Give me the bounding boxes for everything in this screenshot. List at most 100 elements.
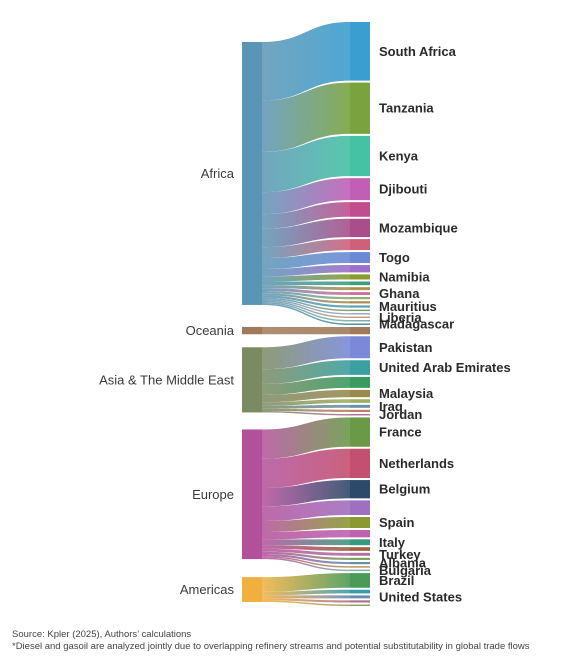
flow-africa-togo xyxy=(262,252,350,270)
target-node-netherlands xyxy=(350,448,370,479)
target-node-other-16 xyxy=(350,309,370,312)
target-node-other-35 xyxy=(350,529,370,538)
target-node-mozambique xyxy=(350,218,370,238)
flow-americas-other-44 xyxy=(262,589,350,596)
target-node-south-africa xyxy=(350,22,370,81)
target-node-united-arab-emirates xyxy=(350,360,370,375)
target-node-other-6 xyxy=(350,239,370,251)
target-label-jordan: Jordan xyxy=(379,407,422,422)
flow-africa-other-10 xyxy=(262,281,350,286)
target-label-south-africa: South Africa xyxy=(379,44,457,59)
target-node-djibouti xyxy=(350,178,370,201)
target-label-belgium: Belgium xyxy=(379,482,430,497)
target-label-netherlands: Netherlands xyxy=(379,456,454,471)
target-node-turkey xyxy=(350,552,370,556)
flow-africa-kenya xyxy=(262,135,350,193)
target-label-italy: Italy xyxy=(379,535,406,550)
flow-asia-and-the-middle-east-iraq xyxy=(262,404,350,409)
target-node-kenya xyxy=(350,135,370,177)
source-node-africa xyxy=(242,42,262,305)
target-node-albania xyxy=(350,561,370,565)
target-label-spain: Spain xyxy=(379,515,414,530)
target-label-liberia: Liberia xyxy=(379,310,422,325)
target-node-other-33 xyxy=(350,500,370,516)
nodes xyxy=(242,22,370,606)
target-node-malaysia xyxy=(350,389,370,398)
footnote: *Diesel and gasoil are analyzed jointly … xyxy=(12,641,530,652)
target-node-other-37 xyxy=(350,547,370,551)
target-node-tanzania xyxy=(350,82,370,134)
target-node-other-24 xyxy=(350,376,370,388)
target-label-malaysia: Malaysia xyxy=(379,386,434,401)
flow-asia-and-the-middle-east-jordan xyxy=(262,410,350,416)
target-node-france xyxy=(350,417,370,447)
target-node-mauritius xyxy=(350,305,370,308)
target-label-tanzania: Tanzania xyxy=(379,101,434,116)
target-node-other-28 xyxy=(350,409,370,412)
target-label-kenya: Kenya xyxy=(379,149,419,164)
flow-asia-and-the-middle-east-other-24 xyxy=(262,376,350,395)
target-node-other-47 xyxy=(350,604,370,606)
target-label-mauritius: Mauritius xyxy=(379,299,437,314)
sankey-chart: South Africa Tanzania Kenya Djibouti Mozambi… xyxy=(99,22,511,606)
flow-europe-netherlands xyxy=(262,448,350,489)
target-label-turkey: Turkey xyxy=(379,547,421,562)
target-node-other-46 xyxy=(350,600,370,603)
target-label-pakistan: Pakistan xyxy=(379,340,433,355)
flow-africa-other-13 xyxy=(262,291,350,300)
flow-asia-and-the-middle-east-united-arab-emirates xyxy=(262,360,350,384)
target-node-other-14 xyxy=(350,301,370,304)
target-node-italy xyxy=(350,539,370,546)
flow-asia-and-the-middle-east-malaysia xyxy=(262,389,350,403)
labels: South Africa Tanzania Kenya Djibouti Mozambi… xyxy=(99,44,511,605)
target-node-other-13 xyxy=(350,297,370,300)
target-node-liberia xyxy=(350,316,370,319)
source-label-africa: Africa xyxy=(201,166,235,181)
flow-africa-madagascar xyxy=(262,303,350,325)
flow-africa-other-11 xyxy=(262,285,350,291)
target-node-brazil xyxy=(350,573,370,588)
target-node-other-8 xyxy=(350,265,370,273)
flow-europe-france xyxy=(262,417,350,459)
source-label-asia-and-the-middle-east: Asia & The Middle East xyxy=(99,372,234,387)
source-node-oceania xyxy=(242,326,262,335)
target-node-jordan xyxy=(350,413,370,416)
target-label-united-arab-emirates: United Arab Emirates xyxy=(379,360,511,375)
target-node-other-44 xyxy=(350,589,370,594)
flow-africa-other-14 xyxy=(262,293,350,304)
flow-americas-other-46 xyxy=(262,598,350,603)
target-node-other-21 xyxy=(350,326,370,335)
flow-europe-other-41 xyxy=(262,556,350,568)
flow-africa-liberia xyxy=(262,300,350,319)
target-label-iraq: Iraq xyxy=(379,399,403,414)
target-node-united-states xyxy=(350,595,370,599)
flow-africa-other-8 xyxy=(262,265,350,277)
flow-europe-other-39 xyxy=(262,551,350,560)
flow-oceania-other-21 xyxy=(262,326,350,335)
target-node-bulgaria xyxy=(350,569,370,572)
flow-europe-bulgaria xyxy=(262,557,350,572)
flow-europe-other-37 xyxy=(262,545,350,551)
source-node-europe xyxy=(242,429,262,560)
target-label-albania: Albania xyxy=(379,556,427,571)
flow-africa-other-16 xyxy=(262,297,350,312)
target-node-spain xyxy=(350,517,370,528)
flow-africa-other-6 xyxy=(262,239,350,259)
target-node-namibia xyxy=(350,274,370,280)
target-node-togo xyxy=(350,252,370,264)
flow-africa-djibouti xyxy=(262,178,350,215)
flow-europe-other-35 xyxy=(262,529,350,540)
source-label-americas: Americas xyxy=(180,582,235,597)
target-node-other-4 xyxy=(350,202,370,217)
flow-africa-mauritius xyxy=(262,295,350,308)
flow-africa-other-19 xyxy=(262,302,350,322)
flow-europe-turkey xyxy=(262,548,350,556)
target-label-djibouti: Djibouti xyxy=(379,182,427,197)
target-node-other-26 xyxy=(350,399,370,403)
flow-africa-namibia xyxy=(262,274,350,282)
flow-africa-tanzania xyxy=(262,82,350,152)
target-label-namibia: Namibia xyxy=(379,269,430,284)
target-label-france: France xyxy=(379,425,422,440)
target-label-bulgaria: Bulgaria xyxy=(379,563,432,578)
flow-americas-other-47 xyxy=(262,600,350,606)
